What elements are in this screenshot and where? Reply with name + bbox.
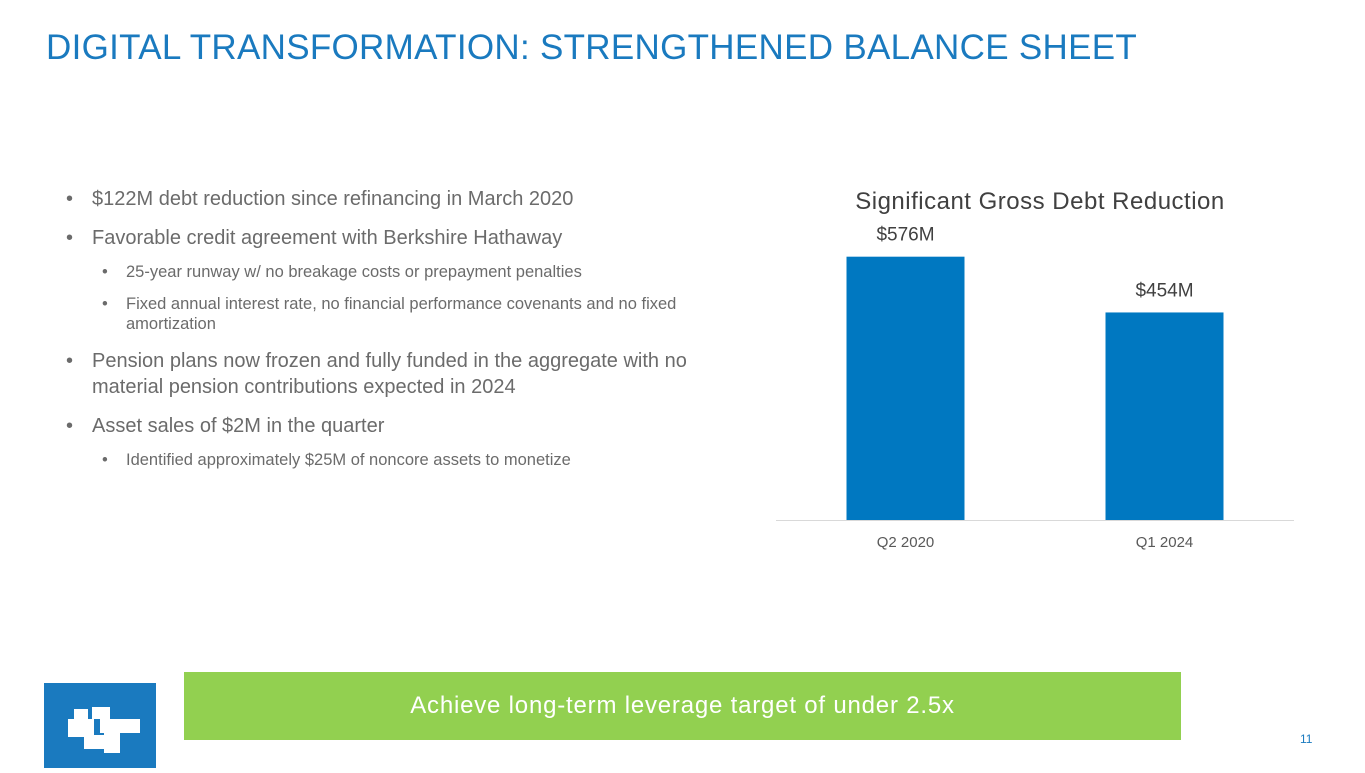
bullet-text: 25-year runway w/ no breakage costs or p… xyxy=(126,263,582,281)
data-label: $454M xyxy=(1135,280,1193,301)
bullet-item: • Asset sales of $2M in the quarter xyxy=(66,413,706,439)
bullet-marker: • xyxy=(66,188,74,210)
callout-text: Achieve long-term leverage target of und… xyxy=(410,692,955,719)
bullet-text: Asset sales of $2M in the quarter xyxy=(92,415,385,437)
bullet-item: • $122M debt reduction since refinancing … xyxy=(66,186,706,212)
debt-reduction-chart: Significant Gross Debt Reduction $576M Q2… xyxy=(770,180,1300,570)
bullet-item: • Favorable credit agreement with Berkshi… xyxy=(66,225,706,251)
page-number: 11 xyxy=(1300,732,1313,746)
x-tick-label: Q2 2020 xyxy=(877,534,935,551)
bullet-marker: • xyxy=(66,415,74,437)
bullet-text: Identified approximately $25M of noncore… xyxy=(126,451,571,469)
x-tick-label: Q1 2024 xyxy=(1136,534,1194,551)
bullet-marker: • xyxy=(66,227,74,249)
bar-q2-2020 xyxy=(846,256,965,520)
bullet-marker: • xyxy=(102,451,108,469)
bullet-item: • 25-year runway w/ no breakage costs or … xyxy=(66,262,706,282)
bar-chart-svg: $576M Q2 2020 $454M Q1 2024 xyxy=(776,225,1294,551)
chart-title: Significant Gross Debt Reduction xyxy=(855,188,1225,215)
bar-q1-2024 xyxy=(1105,312,1224,520)
bullet-list: • $122M debt reduction since refinancing … xyxy=(66,186,706,484)
bullet-item: • Fixed annual interest rate, no financia… xyxy=(66,294,706,334)
data-label: $576M xyxy=(876,225,934,246)
bullet-item: • Identified approximately $25M of noncor… xyxy=(66,450,706,470)
bullet-text: Favorable credit agreement with Berkshir… xyxy=(92,227,563,249)
bullet-marker: • xyxy=(102,295,108,313)
company-logo-icon xyxy=(44,683,156,768)
bullet-text: Pension plans now frozen and fully funde… xyxy=(92,350,687,398)
bullet-text: Fixed annual interest rate, no financial… xyxy=(126,295,677,333)
bullet-marker: • xyxy=(102,263,108,281)
slide-title: DIGITAL TRANSFORMATION: STRENGTHENED BAL… xyxy=(46,28,1138,67)
bullet-marker: • xyxy=(66,350,74,372)
leverage-callout-banner: Achieve long-term leverage target of und… xyxy=(184,672,1181,740)
bullet-text: $122M debt reduction since refinancing i… xyxy=(92,188,574,210)
bullet-item: • Pension plans now frozen and fully fund… xyxy=(66,348,706,400)
